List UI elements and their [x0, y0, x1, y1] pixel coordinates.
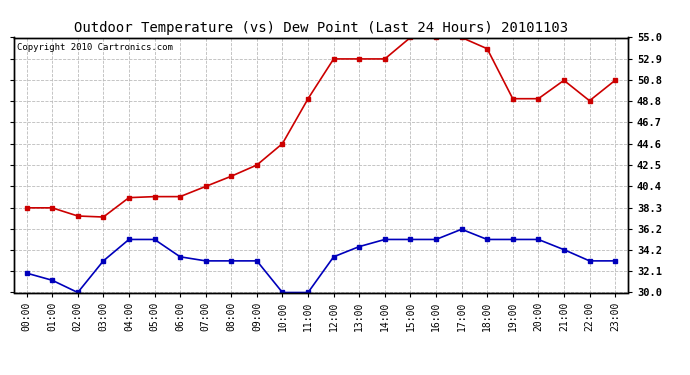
- Text: Copyright 2010 Cartronics.com: Copyright 2010 Cartronics.com: [17, 43, 172, 52]
- Title: Outdoor Temperature (vs) Dew Point (Last 24 Hours) 20101103: Outdoor Temperature (vs) Dew Point (Last…: [74, 21, 568, 35]
